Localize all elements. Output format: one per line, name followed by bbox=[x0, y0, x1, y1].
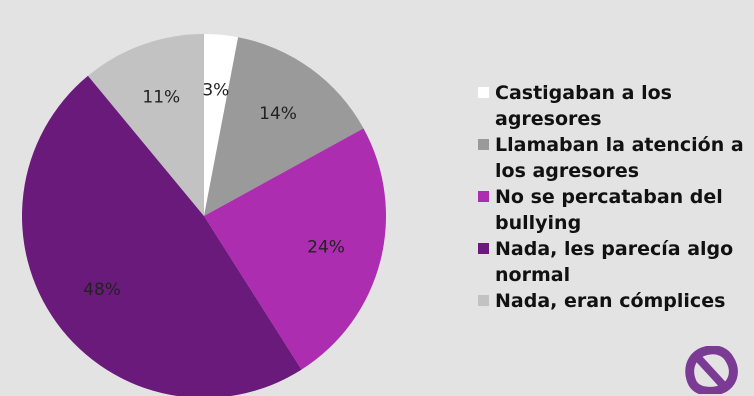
slice-value-label: 11% bbox=[142, 87, 180, 107]
slice-value-label: 14% bbox=[259, 104, 297, 124]
pie-slice-nada-eran-complices bbox=[87, 34, 204, 216]
legend-label: Nada, eran cómplices bbox=[495, 290, 726, 312]
legend-swatch bbox=[478, 295, 489, 306]
legend-swatch bbox=[478, 243, 489, 254]
pie-slice-nada-les-parecia-algo-normal bbox=[22, 75, 302, 396]
pie-slice-labels: 3% 14% 24% 48% 11% bbox=[83, 81, 345, 301]
legend-item: Castigaban a los agresores bbox=[478, 80, 750, 132]
legend: Castigaban a los agresores Llamaban la at… bbox=[478, 80, 750, 314]
slice-value-label: 48% bbox=[83, 280, 121, 300]
legend-label: Nada, les parecía algo normal bbox=[495, 238, 734, 286]
legend-label: No se percataban del bullying bbox=[495, 186, 723, 234]
slice-value-label: 3% bbox=[202, 81, 229, 101]
pie-slice-no-se-percataban-del-bullying bbox=[204, 128, 387, 370]
pie-slice-llamaban-la-atencion-a-los-agresores bbox=[204, 37, 364, 216]
slice-value-label: 24% bbox=[307, 237, 345, 257]
legend-swatch bbox=[478, 87, 489, 98]
pie-slices bbox=[22, 34, 387, 396]
legend-item: Nada, eran cómplices bbox=[478, 288, 750, 314]
legend-item: No se percataban del bullying bbox=[478, 184, 750, 236]
legend-item: Llamaban la atención a los agresores bbox=[478, 132, 750, 184]
legend-swatch bbox=[478, 191, 489, 202]
legend-label: Llamaban la atención a los agresores bbox=[495, 134, 744, 182]
purple-ribbon-icon bbox=[685, 346, 738, 394]
legend-swatch bbox=[478, 139, 489, 150]
legend-item: Nada, les parecía algo normal bbox=[478, 236, 750, 288]
legend-label: Castigaban a los agresores bbox=[495, 82, 672, 130]
pie-slice-castigaban-a-los-agresores bbox=[204, 34, 239, 216]
